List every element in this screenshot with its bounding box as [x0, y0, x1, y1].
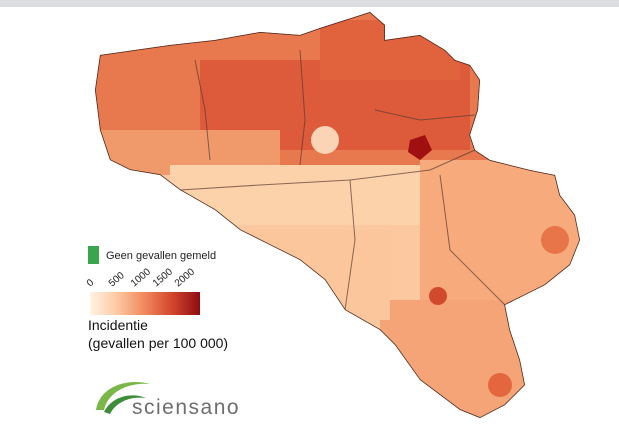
colorbar [90, 292, 200, 315]
no-cases-swatch [88, 246, 99, 264]
legend: Geen gevallen gemeld Incidentie (gevalle… [85, 246, 228, 351]
colorbar-tick-label: 500 [107, 270, 127, 289]
logo-text: sciensano [132, 396, 240, 419]
top-bar [0, 0, 619, 7]
logo: sciensano [96, 381, 240, 419]
colorbar-tick-label: 1000 [129, 266, 153, 289]
legend-title: (gevallen per 100 000) [88, 335, 228, 351]
map [95, 12, 580, 418]
no-cases-label: Geen gevallen gemeld [106, 250, 216, 262]
colorbar-tick-label: 0 [85, 277, 97, 289]
colorbar-tick-label: 2000 [173, 266, 197, 289]
legend-title: Incidentie [88, 317, 148, 333]
colorbar-tick-label: 1500 [151, 266, 175, 289]
